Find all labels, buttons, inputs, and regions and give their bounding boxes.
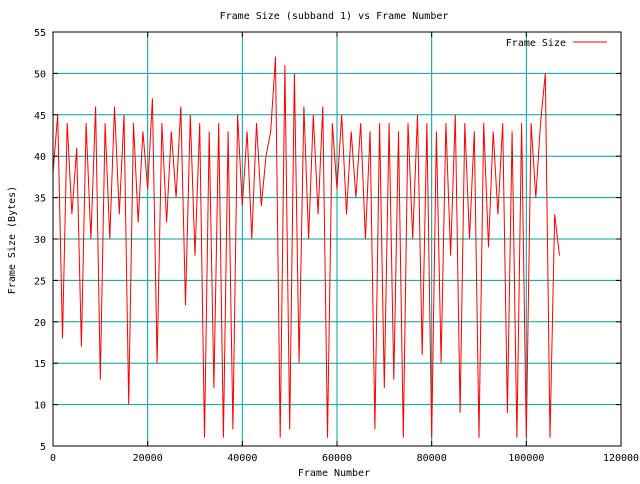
y-tick-label: 55 (34, 28, 46, 39)
y-tick-label: 35 (34, 194, 46, 205)
y-tick-label: 50 (34, 69, 46, 80)
legend-label-frame-size: Frame Size (506, 38, 566, 49)
x-tick-label: 100000 (508, 453, 544, 464)
y-tick-label: 25 (34, 276, 46, 287)
x-tick-label: 0 (50, 453, 56, 464)
series-layer (52, 56, 560, 438)
x-tick-label: 60000 (322, 453, 352, 464)
y-tick-label: 45 (34, 111, 46, 122)
y-axis-label: Frame Size (Bytes) (7, 186, 18, 294)
y-tick-label: 5 (40, 442, 46, 453)
x-tick-label: 120000 (603, 453, 639, 464)
ticks: 5 10 15 20 25 30 35 40 45 50 55 0 20000 40000 60000 800… (34, 28, 639, 464)
chart-title: Frame Size (subband 1) vs Frame Number (220, 11, 449, 22)
grid (53, 32, 621, 446)
y-tick-label: 10 (34, 401, 46, 412)
y-tick-label: 20 (34, 318, 46, 329)
series-line-frame-size (52, 56, 560, 438)
y-tick-label: 40 (34, 152, 46, 163)
x-tick-label: 80000 (417, 453, 447, 464)
y-tick-label: 30 (34, 235, 46, 246)
legend: Frame Size (506, 38, 607, 49)
x-tick-label: 40000 (227, 453, 257, 464)
y-tick-label: 15 (34, 359, 46, 370)
x-axis-label: Frame Number (298, 468, 370, 479)
x-tick-label: 20000 (133, 453, 163, 464)
